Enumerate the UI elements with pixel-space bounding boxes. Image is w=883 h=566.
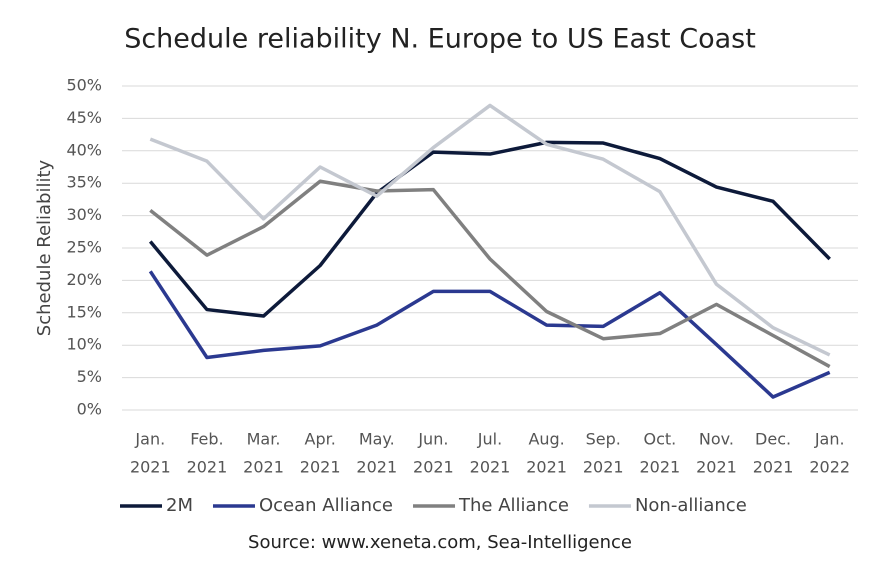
x-tick-label: 2021 bbox=[356, 458, 397, 477]
legend-label: 2M bbox=[166, 495, 193, 516]
y-tick-label: 40% bbox=[66, 140, 102, 159]
series-line bbox=[148, 270, 831, 399]
x-tick-label: 2021 bbox=[470, 458, 511, 477]
x-tick-label: Dec. bbox=[755, 430, 791, 449]
x-tick-label: Feb. bbox=[190, 430, 223, 449]
x-tick-label: 2021 bbox=[187, 458, 228, 477]
x-tick-label: 2021 bbox=[696, 458, 737, 477]
x-tick-label: Jun. bbox=[417, 430, 448, 449]
x-tick-label: 2021 bbox=[243, 458, 284, 477]
x-tick-label: 2022 bbox=[809, 458, 850, 477]
x-tick-label: 2021 bbox=[300, 458, 341, 477]
x-tick-label: Jul. bbox=[477, 430, 502, 449]
chart-title: Schedule reliability N. Europe to US Eas… bbox=[124, 24, 756, 55]
x-tick-label: 2021 bbox=[130, 458, 171, 477]
x-tick-label: Apr. bbox=[305, 430, 336, 449]
x-tick-label: Oct. bbox=[643, 430, 676, 449]
x-tick-label: 2021 bbox=[413, 458, 454, 477]
x-tick-label: May. bbox=[359, 430, 395, 449]
y-tick-label: 25% bbox=[66, 238, 102, 257]
y-axis-label: Schedule Reliability bbox=[34, 159, 55, 336]
y-tick-label: 5% bbox=[77, 367, 102, 386]
x-tick-label: 2021 bbox=[753, 458, 794, 477]
x-tick-label: 2021 bbox=[583, 458, 624, 477]
series-line bbox=[148, 140, 831, 318]
y-tick-label: 45% bbox=[66, 108, 102, 127]
legend-label: Ocean Alliance bbox=[259, 495, 393, 516]
y-tick-label: 30% bbox=[66, 205, 102, 224]
x-tick-label: 2021 bbox=[526, 458, 567, 477]
legend-label: Non-alliance bbox=[635, 495, 747, 516]
y-tick-label: 50% bbox=[66, 76, 102, 95]
x-tick-label: Nov. bbox=[699, 430, 734, 449]
source: Source: www.xeneta.com, Sea-Intelligence bbox=[248, 532, 632, 553]
y-tick-label: 0% bbox=[77, 400, 102, 419]
series-line bbox=[149, 103, 831, 357]
x-tick-label: Aug. bbox=[528, 430, 564, 449]
x-tick-label: Sep. bbox=[586, 430, 621, 449]
y-tick-label: 20% bbox=[66, 270, 102, 289]
x-tick-label: 2021 bbox=[639, 458, 680, 477]
y-tick-label: 15% bbox=[66, 302, 102, 321]
legend-label: The Alliance bbox=[458, 495, 569, 516]
x-tick-label: Jan. bbox=[814, 430, 845, 449]
y-tick-label: 10% bbox=[66, 335, 102, 354]
y-tick-label: 35% bbox=[66, 173, 102, 192]
series-line bbox=[149, 179, 831, 369]
x-tick-label: Jan. bbox=[134, 430, 165, 449]
x-tick-label: Mar. bbox=[247, 430, 281, 449]
